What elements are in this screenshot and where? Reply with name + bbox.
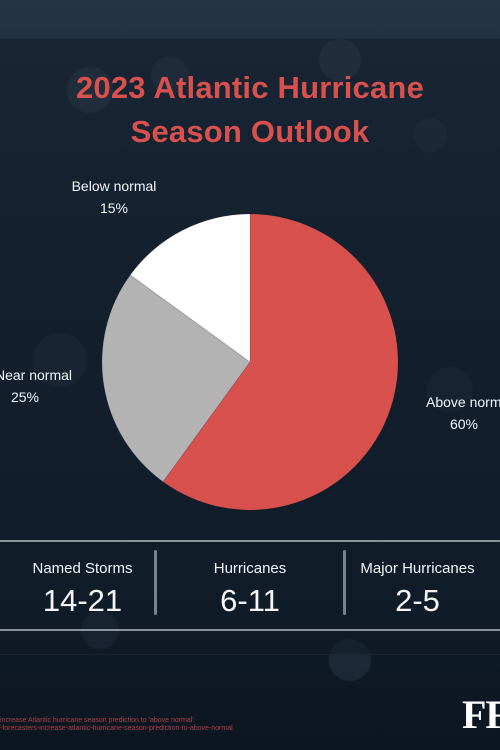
stat-value: 14-21 (42, 583, 123, 618)
hurricanes-stat: Hurricanes 6-11 (168, 542, 333, 629)
brand-logo: FF (462, 695, 500, 735)
named-storms-stat: Named Storms 14-21 (0, 542, 165, 629)
chart-title: 2023 Atlantic Hurricane Season Outlook (20, 66, 480, 154)
title-line-1: 2023 Atlantic Hurricane (75, 70, 425, 105)
stat-title: Named Storms (32, 560, 133, 577)
source-note-line-1: increase Atlantic hurricane season predi… (0, 717, 194, 724)
major-hurricanes-stat: Major Hurricanes 2-5 (335, 542, 500, 629)
stats-divider-left (154, 550, 157, 615)
stat-title: Major Hurricanes (360, 560, 475, 577)
forecast-stats: Named Storms 14-21 Hurricanes 6-11 Major… (0, 540, 500, 631)
stats-divider-right (343, 550, 346, 615)
source-note-line-2: -forecasters-increase-atlantic-hurricane… (0, 725, 233, 732)
stat-value: 6-11 (220, 583, 280, 618)
stat-value: 2-5 (395, 583, 440, 618)
title-line-2: Season Outlook (130, 114, 370, 149)
stat-title: Hurricanes (213, 560, 287, 577)
